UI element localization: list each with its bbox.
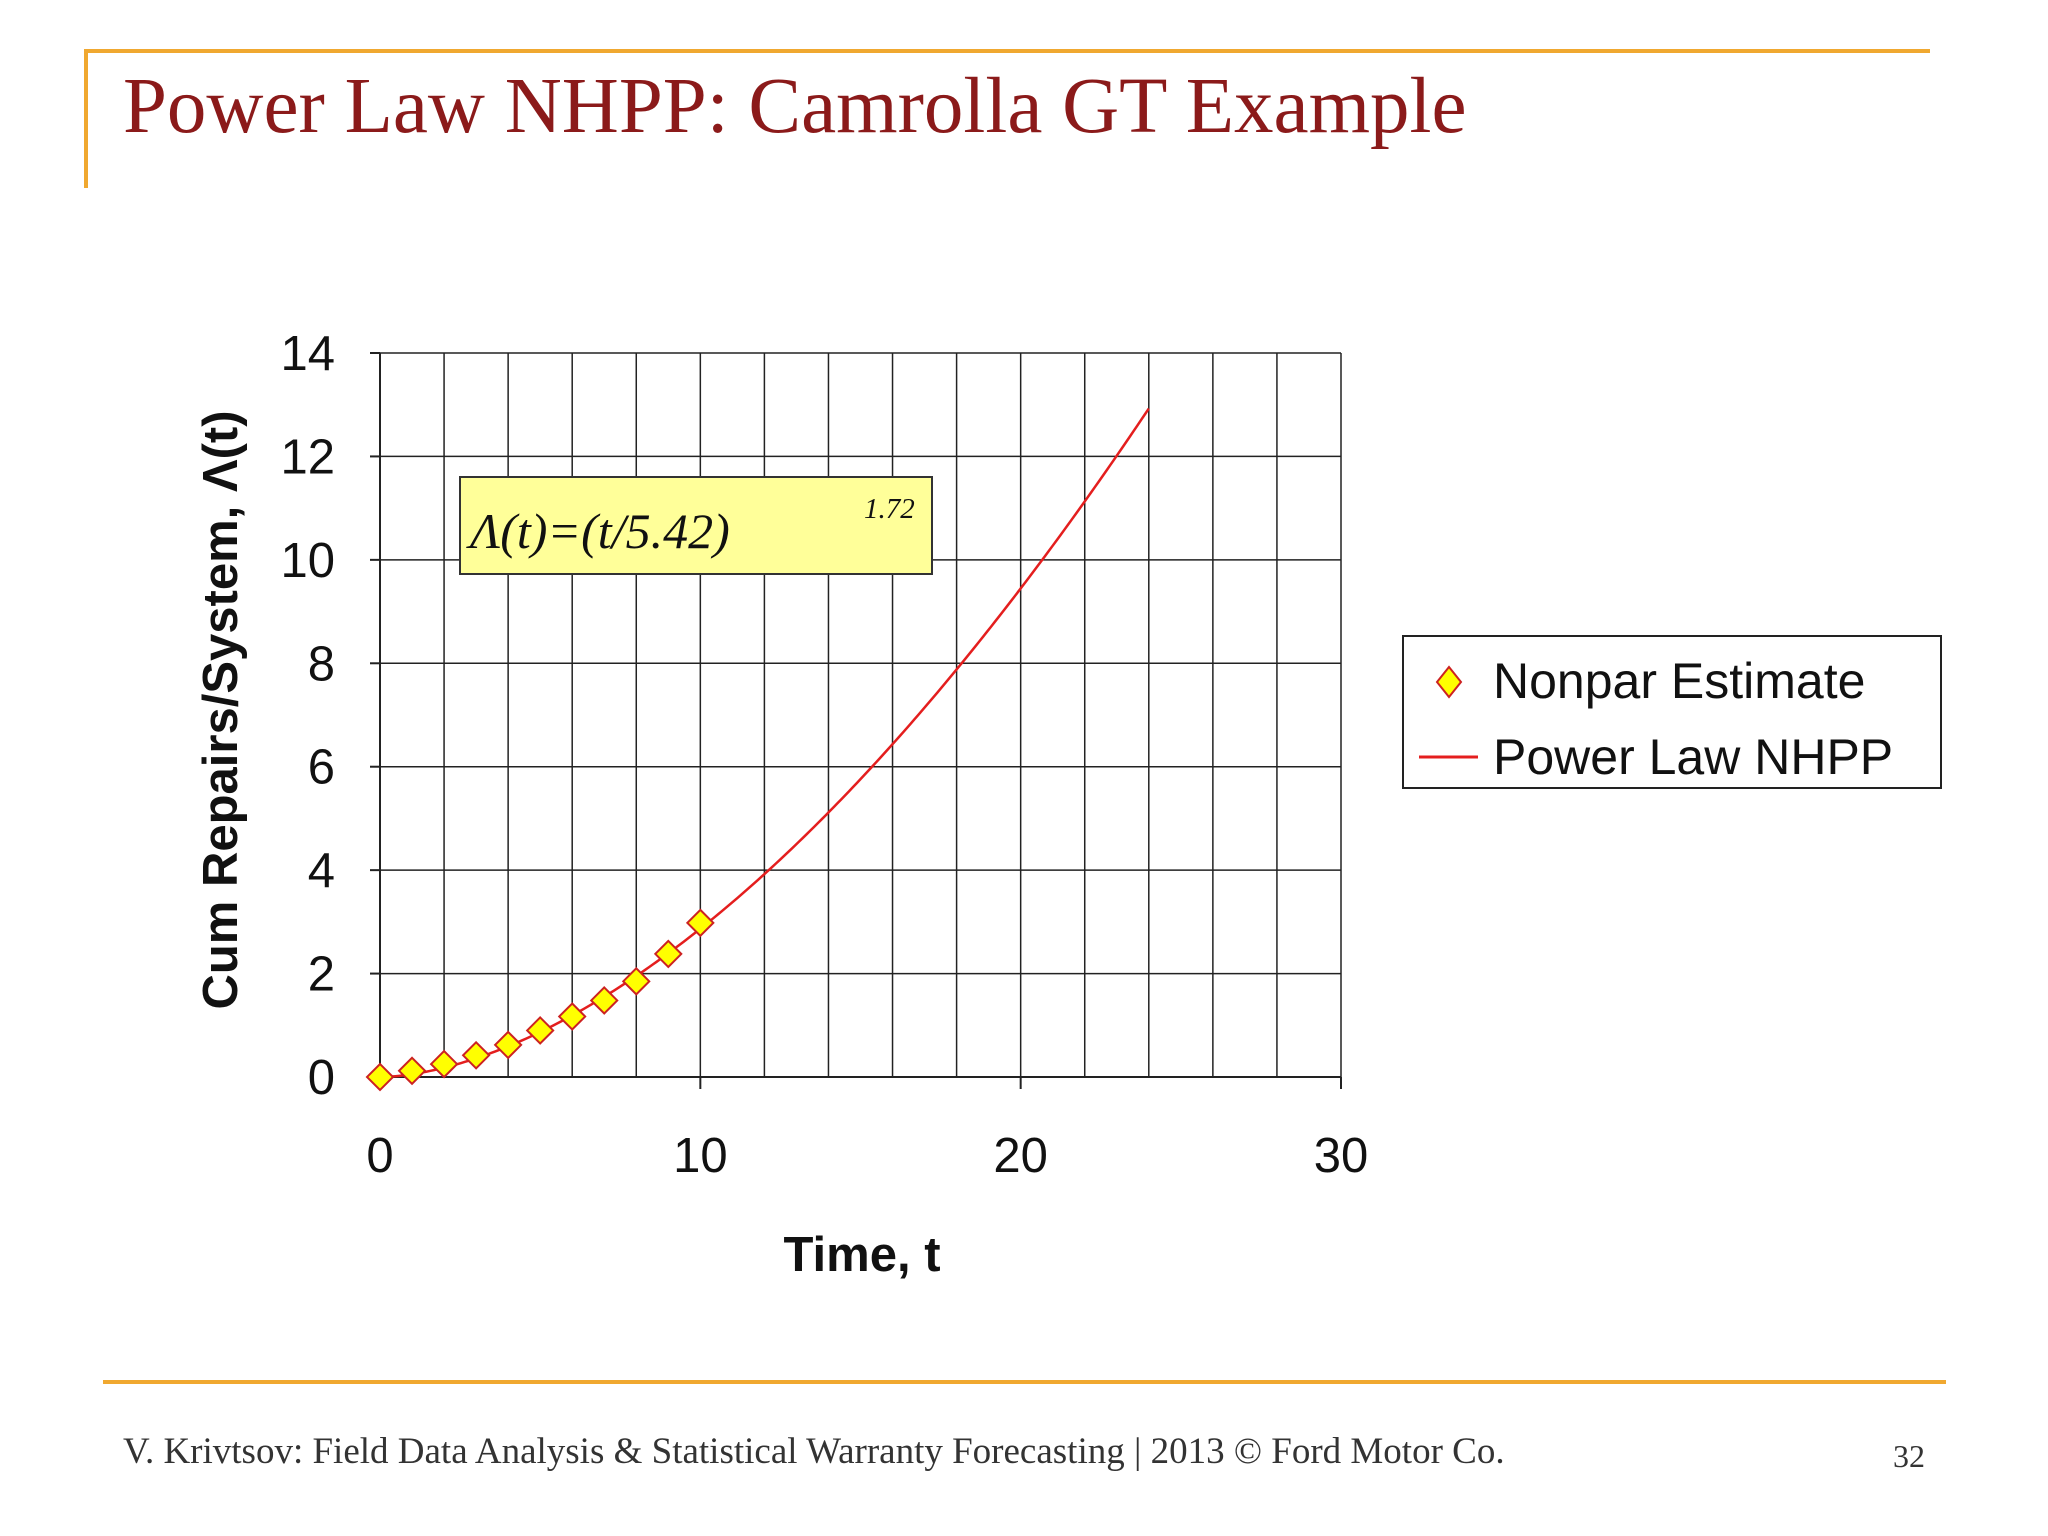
title-accent-rule (84, 49, 1930, 53)
nonpar-marker (653, 939, 683, 969)
nonpar-marker (621, 966, 651, 996)
x-axis-label: Time, t (783, 1228, 940, 1282)
nonpar-marker (397, 1056, 427, 1086)
nonpar-marker (525, 1016, 555, 1045)
y-tick-label: 14 (280, 327, 335, 381)
legend-box (1402, 635, 1942, 789)
formula-box (459, 476, 933, 575)
y-tick-label: 4 (308, 844, 335, 898)
formula-text: Λ(t)=(t/5.42) (466, 503, 730, 559)
y-axis-label: Cum Repairs/System, Λ(t) (194, 410, 248, 1009)
y-tick-label: 12 (280, 430, 335, 484)
formula-exponent: 1.72 (864, 493, 915, 525)
y-tick-label: 2 (308, 948, 335, 1002)
nonpar-marker (557, 1002, 587, 1031)
nonpar-marker (429, 1049, 459, 1079)
grid (380, 352, 1342, 1077)
series-nonpar-estimate (365, 908, 715, 1092)
page-number: 32 (1893, 1438, 1925, 1474)
nonpar-marker (365, 1062, 395, 1092)
footer-accent-rule (103, 1380, 1946, 1384)
chart-area: 0 2 4 6 8 10 12 14 0 10 20 30 Λ(t)=(t/5.42) 1.72 Cu… (0, 190, 2048, 1350)
y-tick-label: 8 (308, 637, 335, 691)
legend-marker-nonpar (1435, 665, 1463, 699)
y-tick-label: 0 (308, 1051, 335, 1105)
title-accent-rule-vertical (84, 49, 88, 188)
x-tick-label: 10 (673, 1129, 728, 1183)
plot-area (380, 353, 1341, 1077)
legend-label-power-law: Power Law NHPP (1493, 729, 1893, 785)
x-tick-label: 30 (1314, 1129, 1369, 1183)
y-tick-label: 10 (280, 534, 335, 588)
tick-labels: 0 2 4 6 8 10 12 14 0 10 20 30 (280, 327, 1368, 1183)
legend-label-nonpar: Nonpar Estimate (1493, 653, 1865, 709)
y-tick-label: 6 (308, 741, 335, 795)
footer-text: V. Krivtsov: Field Data Analysis & Stati… (123, 1431, 1505, 1472)
nonpar-marker (461, 1040, 491, 1070)
nonpar-marker (493, 1030, 523, 1060)
x-tick-label: 0 (366, 1129, 393, 1183)
legend: Nonpar Estimate Power Law NHPP (1402, 635, 1942, 789)
slide-title: Power Law NHPP: Camrolla GT Example (123, 63, 1467, 150)
power-law-chart: 0 2 4 6 8 10 12 14 0 10 20 30 Λ(t)=(t/5.42) 1.72 Cu… (194, 327, 1942, 1282)
nonpar-marker (589, 986, 619, 1015)
formula-annotation: Λ(t)=(t/5.42) 1.72 (459, 476, 933, 575)
nonpar-marker (685, 908, 715, 938)
x-tick-label: 20 (993, 1129, 1048, 1183)
